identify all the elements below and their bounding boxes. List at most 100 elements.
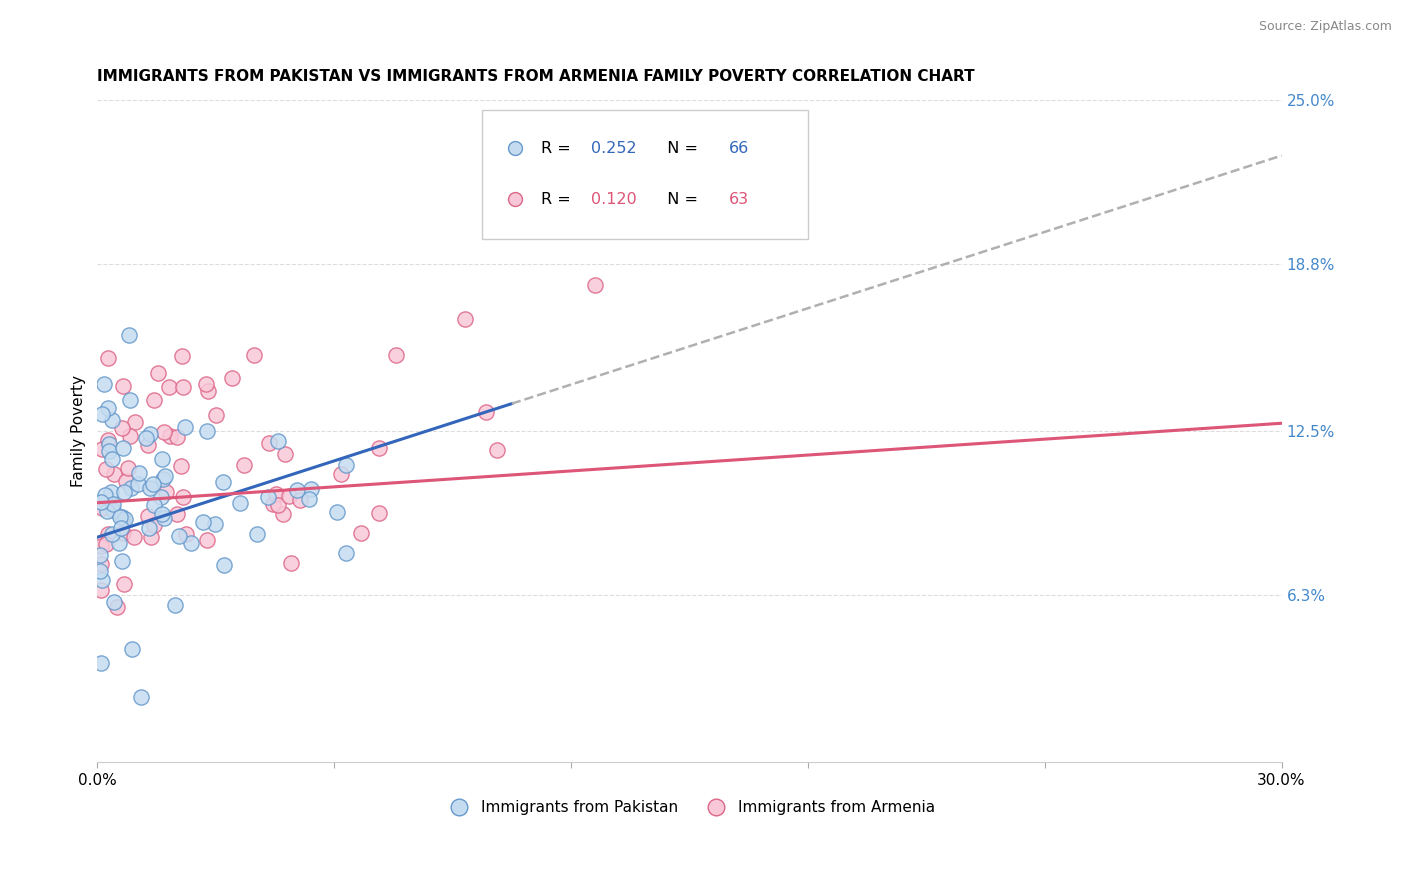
Point [368,441,391,455]
Point [583,277,606,292]
Point [96,504,118,518]
Point [110,521,132,535]
Point [180,536,202,550]
Point [90,557,112,571]
Point [211,475,233,489]
Point [246,527,269,541]
Point [146,366,169,380]
Point [262,497,284,511]
Point [142,476,165,491]
Text: R =: R = [541,141,576,156]
Point [163,598,186,612]
Point [280,556,302,570]
Text: N =: N = [658,192,703,207]
Point [274,447,297,461]
Point [90,656,112,670]
Point [128,466,150,480]
Point [107,536,129,550]
Point [97,527,120,541]
Point [90,501,112,516]
Point [105,599,128,614]
Point [155,485,177,500]
Point [91,442,114,456]
Point [142,518,165,533]
Point [153,425,176,440]
Point [100,412,122,426]
Point [127,476,149,491]
Point [90,494,112,508]
Point [90,539,112,553]
Point [195,533,218,548]
Point [94,536,117,550]
Point [112,512,135,526]
Point [112,441,135,455]
Text: IMMIGRANTS FROM PAKISTAN VS IMMIGRANTS FROM ARMENIA FAMILY POVERTY CORRELATION C: IMMIGRANTS FROM PAKISTAN VS IMMIGRANTS F… [97,69,974,84]
Point [153,469,176,483]
Point [195,377,218,392]
Point [298,492,321,507]
Point [167,529,190,543]
Point [221,370,243,384]
Point [93,376,115,391]
Point [97,433,120,447]
Point [330,467,353,482]
Point [169,458,191,473]
Point [173,419,195,434]
Point [257,436,280,450]
Point [91,407,114,421]
Y-axis label: Family Poverty: Family Poverty [72,376,86,487]
Point [89,548,111,562]
Point [90,573,112,587]
Point [103,595,125,609]
Point [350,526,373,541]
Point [121,642,143,657]
Point [257,490,280,504]
Point [118,428,141,442]
Point [94,462,117,476]
Point [111,526,134,541]
Point [100,484,122,499]
Point [124,415,146,429]
Point [150,490,173,504]
Point [384,348,406,362]
Point [100,451,122,466]
Point [264,487,287,501]
Point [139,427,162,442]
Point [278,489,301,503]
Point [108,509,131,524]
Point [172,380,194,394]
Point [111,379,134,393]
Point [285,483,308,497]
Point [174,527,197,541]
Text: R =: R = [541,192,576,207]
Point [172,350,194,364]
Point [93,488,115,502]
Point [90,583,112,598]
Point [299,482,322,496]
Point [142,392,165,407]
Point [150,508,173,522]
Point [136,509,159,524]
Point [101,503,124,517]
Point [335,458,357,472]
Point [475,405,498,419]
Text: Source: ZipAtlas.com: Source: ZipAtlas.com [1258,20,1392,33]
Point [118,328,141,343]
Point [195,425,218,439]
Text: 0.252: 0.252 [591,141,637,156]
Point [173,490,195,504]
Point [101,526,124,541]
Point [97,401,120,415]
Point [214,558,236,572]
Point [273,508,295,522]
Point [138,481,160,495]
Point [139,530,162,544]
Point [150,452,173,467]
Point [98,436,121,450]
Point [166,507,188,521]
Point [111,421,134,435]
Point [152,472,174,486]
Point [290,492,312,507]
Point [485,443,508,458]
Point [454,312,477,326]
